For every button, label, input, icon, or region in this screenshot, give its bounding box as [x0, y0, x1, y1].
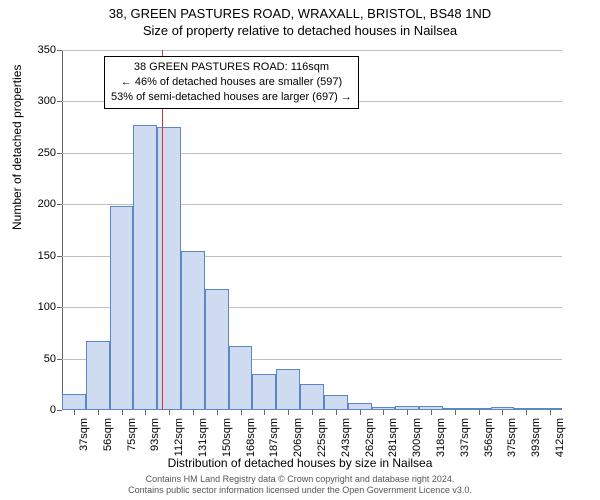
x-tick-label: 300sqm [411, 418, 423, 457]
histogram-bar [276, 369, 300, 410]
y-tick-label: 150 [26, 250, 56, 262]
histogram-bar [62, 394, 86, 410]
histogram-bar [229, 346, 253, 410]
x-tick-mark [336, 410, 337, 415]
y-tick-mark [57, 153, 62, 154]
x-tick-label: 337sqm [459, 418, 471, 457]
x-tick-label: 375sqm [506, 418, 518, 457]
histogram-bar [133, 125, 157, 410]
x-tick-label: 75sqm [126, 418, 138, 451]
y-tick-label: 300 [26, 95, 56, 107]
x-tick-mark [455, 410, 456, 415]
histogram-bar [300, 384, 324, 410]
histogram-bar [157, 127, 181, 410]
x-tick-label: 56sqm [102, 418, 114, 451]
y-tick-label: 350 [26, 44, 56, 56]
x-tick-mark [241, 410, 242, 415]
x-tick-mark [98, 410, 99, 415]
x-tick-label: 206sqm [292, 418, 304, 457]
x-tick-mark [217, 410, 218, 415]
y-tick-label: 100 [26, 301, 56, 313]
x-tick-mark [169, 410, 170, 415]
x-tick-label: 262sqm [364, 418, 376, 457]
y-tick-mark [57, 204, 62, 205]
x-tick-label: 168sqm [245, 418, 257, 457]
chart-title-block: 38, GREEN PASTURES ROAD, WRAXALL, BRISTO… [0, 0, 600, 38]
x-tick-mark [360, 410, 361, 415]
footer-line-2: Contains public sector information licen… [0, 485, 600, 496]
x-tick-mark [550, 410, 551, 415]
title-line-1: 38, GREEN PASTURES ROAD, WRAXALL, BRISTO… [0, 6, 600, 21]
y-tick-label: 50 [26, 353, 56, 365]
x-tick-label: 150sqm [221, 418, 233, 457]
x-tick-label: 318sqm [435, 418, 447, 457]
x-tick-label: 131sqm [197, 418, 209, 457]
x-tick-mark [383, 410, 384, 415]
x-tick-label: 281sqm [387, 418, 399, 457]
x-tick-mark [407, 410, 408, 415]
x-tick-mark [431, 410, 432, 415]
chart-plot-area: 05010015020025030035037sqm56sqm75sqm93sq… [62, 50, 562, 410]
histogram-bar [348, 403, 372, 410]
x-tick-mark [122, 410, 123, 415]
x-tick-label: 112sqm [173, 418, 185, 456]
histogram-bar [252, 374, 276, 410]
x-tick-mark [288, 410, 289, 415]
x-tick-label: 243sqm [340, 418, 352, 457]
x-tick-mark [193, 410, 194, 415]
x-tick-label: 187sqm [268, 418, 280, 457]
y-tick-mark [57, 359, 62, 360]
grid-line [62, 50, 562, 51]
footer-attribution: Contains HM Land Registry data © Crown c… [0, 474, 600, 497]
x-axis-title: Distribution of detached houses by size … [0, 456, 600, 470]
x-tick-mark [312, 410, 313, 415]
histogram-bar [205, 289, 229, 410]
y-tick-mark [57, 50, 62, 51]
x-tick-mark [74, 410, 75, 415]
plot-region: 05010015020025030035037sqm56sqm75sqm93sq… [62, 50, 562, 410]
histogram-bar [324, 395, 348, 410]
histogram-bar [181, 251, 205, 410]
callout-line-2: ← 46% of detached houses are smaller (59… [111, 75, 352, 90]
x-tick-label: 393sqm [530, 418, 542, 457]
x-tick-mark [264, 410, 265, 415]
x-tick-mark [502, 410, 503, 415]
x-tick-label: 37sqm [78, 418, 90, 451]
title-line-2: Size of property relative to detached ho… [0, 23, 600, 38]
y-tick-mark [57, 101, 62, 102]
y-axis-line [62, 50, 63, 410]
histogram-bar [86, 341, 110, 410]
histogram-bar [110, 206, 134, 410]
callout-line-1: 38 GREEN PASTURES ROAD: 116sqm [111, 60, 352, 75]
y-tick-mark [57, 410, 62, 411]
x-tick-label: 356sqm [483, 418, 495, 457]
x-tick-label: 412sqm [554, 418, 566, 457]
y-axis-title: Number of detached properties [10, 65, 24, 230]
x-tick-mark [526, 410, 527, 415]
y-tick-label: 250 [26, 147, 56, 159]
y-tick-label: 200 [26, 198, 56, 210]
marker-callout: 38 GREEN PASTURES ROAD: 116sqm← 46% of d… [104, 56, 359, 109]
x-tick-mark [479, 410, 480, 415]
callout-line-3: 53% of semi-detached houses are larger (… [111, 90, 352, 105]
y-tick-mark [57, 256, 62, 257]
x-tick-label: 93sqm [149, 418, 161, 451]
x-tick-label: 225sqm [316, 418, 328, 457]
y-tick-mark [57, 307, 62, 308]
y-tick-label: 0 [26, 404, 56, 416]
footer-line-1: Contains HM Land Registry data © Crown c… [0, 474, 600, 485]
x-tick-mark [145, 410, 146, 415]
